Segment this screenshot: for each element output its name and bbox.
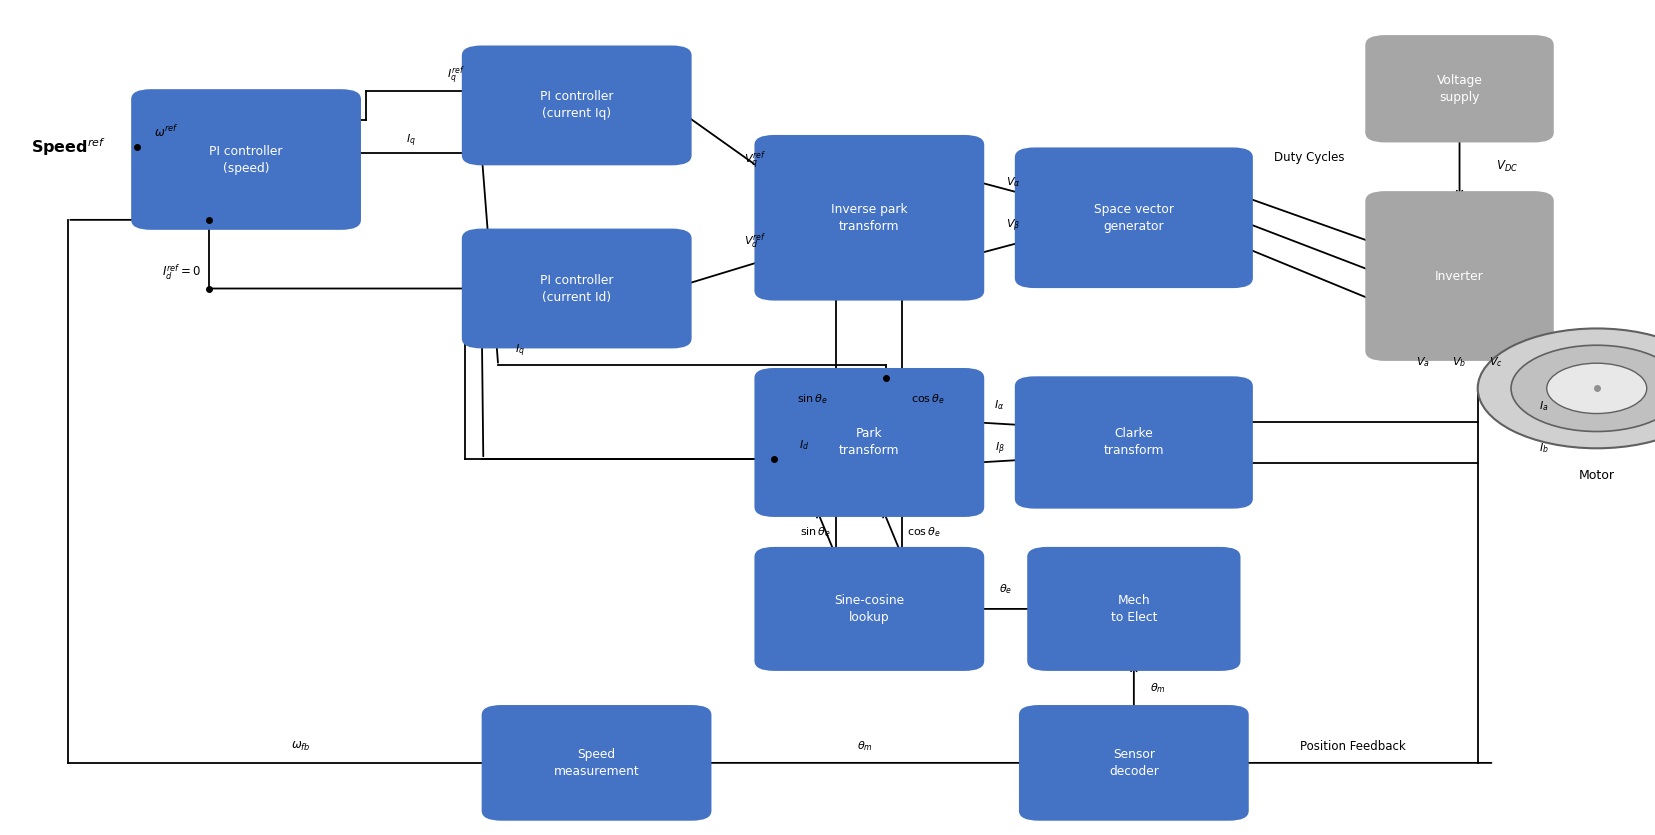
Text: $\theta_e$: $\theta_e$: [998, 583, 1011, 596]
Text: $\omega^{ref}$: $\omega^{ref}$: [154, 124, 179, 140]
FancyBboxPatch shape: [1018, 705, 1248, 821]
Text: $\sin\theta_e$: $\sin\theta_e$: [799, 525, 831, 539]
Text: Inverter: Inverter: [1435, 270, 1483, 282]
Text: $I_q$: $I_q$: [515, 342, 525, 359]
Text: Mech
to Elect: Mech to Elect: [1111, 594, 1157, 624]
Text: $V_\beta$: $V_\beta$: [1005, 218, 1019, 235]
Text: Voltage
supply: Voltage supply: [1437, 73, 1481, 104]
Text: $\theta_m$: $\theta_m$: [1150, 681, 1165, 695]
Text: $V_q^{ref}$: $V_q^{ref}$: [743, 149, 766, 171]
FancyBboxPatch shape: [462, 45, 692, 165]
Text: $\cos\theta_e$: $\cos\theta_e$: [910, 392, 943, 406]
FancyBboxPatch shape: [755, 547, 983, 671]
Text: $\sin\theta_e$: $\sin\theta_e$: [796, 392, 828, 406]
Text: $I_a$: $I_a$: [1537, 399, 1547, 413]
Text: Space vector
generator: Space vector generator: [1094, 203, 1173, 233]
FancyBboxPatch shape: [1015, 377, 1253, 509]
Text: $I_\alpha$: $I_\alpha$: [993, 397, 1005, 412]
Text: $I_d$: $I_d$: [799, 438, 809, 453]
Text: $V_d^{ref}$: $V_d^{ref}$: [743, 231, 766, 250]
Text: Sensor
decoder: Sensor decoder: [1109, 748, 1158, 778]
Text: Duty Cycles: Duty Cycles: [1273, 150, 1344, 164]
Circle shape: [1546, 363, 1645, 413]
Circle shape: [1476, 328, 1655, 448]
FancyBboxPatch shape: [131, 89, 361, 230]
Text: PI controller
(current Iq): PI controller (current Iq): [540, 90, 612, 120]
Circle shape: [1509, 345, 1655, 432]
Text: $V_b$: $V_b$: [1451, 355, 1466, 369]
FancyBboxPatch shape: [1364, 191, 1552, 361]
FancyBboxPatch shape: [755, 135, 983, 301]
Text: PI controller
(current Id): PI controller (current Id): [540, 274, 612, 303]
Text: $V_\alpha$: $V_\alpha$: [1005, 175, 1019, 189]
Text: Motor: Motor: [1577, 469, 1614, 482]
Text: Clarke
transform: Clarke transform: [1102, 428, 1163, 458]
Text: $\theta_m$: $\theta_m$: [857, 739, 872, 753]
Text: Position Feedback: Position Feedback: [1299, 740, 1405, 753]
Text: Speed$^{ref}$: Speed$^{ref}$: [31, 136, 106, 158]
Text: $V_a$: $V_a$: [1415, 355, 1430, 369]
Text: $I_d^{ref} = 0$: $I_d^{ref} = 0$: [162, 262, 200, 282]
Text: $\omega_{fb}$: $\omega_{fb}$: [291, 740, 311, 753]
Text: $V_c$: $V_c$: [1488, 355, 1501, 369]
Text: Speed
measurement: Speed measurement: [553, 748, 639, 778]
FancyBboxPatch shape: [755, 368, 983, 517]
Text: $I_q^{ref}$: $I_q^{ref}$: [447, 64, 465, 87]
FancyBboxPatch shape: [462, 229, 692, 348]
FancyBboxPatch shape: [1364, 35, 1552, 143]
FancyBboxPatch shape: [482, 705, 712, 821]
Text: Sine-cosine
lookup: Sine-cosine lookup: [834, 594, 904, 624]
Text: PI controller
(speed): PI controller (speed): [209, 144, 283, 175]
FancyBboxPatch shape: [1015, 148, 1253, 288]
Text: $I_\beta$: $I_\beta$: [995, 440, 1005, 457]
Text: $\cos\theta_e$: $\cos\theta_e$: [907, 525, 940, 539]
FancyBboxPatch shape: [1026, 547, 1240, 671]
Text: Inverse park
transform: Inverse park transform: [831, 203, 907, 233]
Text: Park
transform: Park transform: [839, 428, 899, 458]
Text: $I_q$: $I_q$: [405, 133, 415, 149]
Text: $I_b$: $I_b$: [1537, 441, 1547, 455]
Text: $V_{DC}$: $V_{DC}$: [1494, 159, 1518, 175]
